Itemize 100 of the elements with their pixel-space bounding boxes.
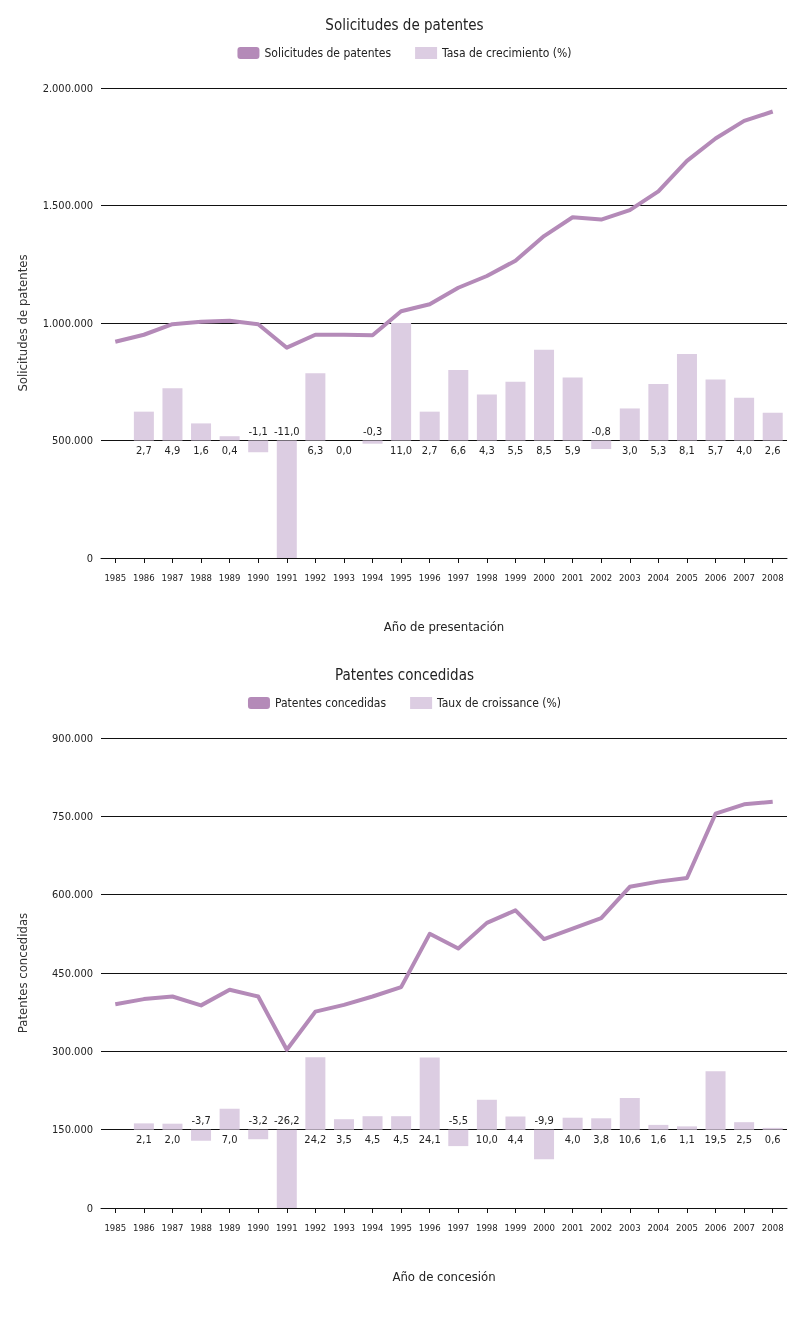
x-tick-label: 1992: [304, 571, 327, 583]
data-label: -3,7: [191, 1113, 211, 1127]
data-label: -0,3: [362, 424, 383, 438]
y-tick-label: 150.000: [52, 1123, 93, 1137]
bar: [133, 1123, 154, 1130]
bar: [648, 1124, 669, 1130]
data-label: 5,9: [564, 443, 581, 457]
y-tick-label: 450.000: [52, 966, 93, 980]
bar: [362, 1116, 383, 1130]
legend-label: Patentes concedidas: [274, 696, 387, 710]
x-tick-label: 1995: [390, 571, 412, 583]
line-series: [113, 109, 775, 350]
x-tick-label: 1987: [161, 1221, 184, 1233]
bar: [219, 1108, 240, 1130]
x-tick-label: 1994: [361, 571, 384, 583]
bar: [534, 1129, 555, 1160]
data-label: 1,6: [650, 1132, 667, 1146]
data-label: 4,9: [164, 443, 181, 457]
x-tick-label: 2001: [561, 571, 584, 583]
bar: [676, 353, 697, 441]
x-tick-label: 2007: [733, 571, 755, 583]
x-tick-label: 1999: [504, 1221, 527, 1233]
bar: [562, 1117, 583, 1130]
bar: [391, 323, 412, 441]
x-tick-label: 2004: [647, 571, 670, 583]
bar: [305, 1057, 326, 1130]
bar: [248, 440, 269, 453]
bar: [133, 411, 154, 441]
y-tick-label: 500.000: [52, 434, 93, 447]
x-tick-label: 1998: [476, 1221, 498, 1233]
bar: [676, 1126, 697, 1130]
bar: [619, 408, 640, 441]
data-label: 4,3: [479, 443, 495, 457]
data-label: 5,7: [707, 443, 724, 457]
x-tick-label: 2005: [676, 1221, 698, 1233]
legend-label: Tasa de crecimiento (%): [441, 46, 572, 60]
bar: [505, 1116, 526, 1130]
x-tick-label: 1989: [218, 571, 241, 583]
x-tick-label: 2005: [676, 571, 698, 583]
bar: [648, 383, 669, 441]
x-tick-label: 1995: [390, 1221, 412, 1233]
data-label: 5,3: [650, 443, 667, 457]
bar: [762, 412, 783, 441]
y-tick-label: 0: [86, 1201, 93, 1215]
y-tick-label: 0: [86, 551, 93, 565]
data-label: 4,0: [736, 443, 752, 457]
legend-label: Solicitudes de patentes: [264, 46, 392, 60]
data-label: 1,6: [193, 443, 209, 457]
data-label: 8,5: [536, 443, 552, 457]
data-label: 7,0: [221, 1132, 238, 1146]
data-label: -0,8: [591, 424, 611, 438]
bar: [448, 1129, 469, 1147]
y-tick-label: 1.000.000: [42, 316, 93, 330]
data-label: 11,0: [390, 443, 413, 457]
data-label: 10,6: [618, 1132, 641, 1146]
x-tick-label: 1986: [133, 1221, 155, 1233]
x-tick-label: 1998: [476, 571, 498, 583]
x-tick-label: 2000: [533, 571, 555, 583]
x-tick-label: 2006: [704, 1221, 727, 1233]
x-tick-label: 2008: [761, 571, 784, 583]
data-label: 2,0: [164, 1132, 181, 1146]
x-tick-label: 2007: [733, 1221, 755, 1233]
bar: [191, 423, 212, 441]
x-tick-label: 1993: [333, 571, 355, 583]
x-axis-title: Año de presentación: [383, 619, 505, 634]
bar: [476, 1099, 497, 1130]
data-label: -5,5: [448, 1113, 468, 1127]
x-tick-label: 1996: [418, 1221, 441, 1233]
data-label: 2,7: [421, 443, 438, 457]
data-label: 4,5: [364, 1132, 381, 1146]
chart-title: Solicitudes de patentes: [325, 15, 484, 34]
bar: [333, 1119, 354, 1130]
x-axis-title: Año de concesión: [392, 1269, 496, 1284]
data-label: 2,1: [136, 1132, 152, 1146]
bar: [619, 1097, 640, 1130]
data-label: 5,5: [507, 443, 524, 457]
data-label: 8,1: [679, 443, 695, 457]
data-label: -11,0: [273, 424, 300, 438]
x-tick-label: 2002: [590, 1221, 613, 1233]
x-tick-label: 1999: [504, 571, 527, 583]
data-label: 0,6: [764, 1132, 781, 1146]
data-label: 19,5: [704, 1132, 727, 1146]
x-tick-label: 1989: [218, 1221, 241, 1233]
y-tick-label: 900.000: [52, 731, 93, 745]
data-label: 3,8: [593, 1132, 610, 1146]
x-tick-label: 1988: [190, 1221, 212, 1233]
bar: [591, 440, 612, 450]
x-tick-label: 1986: [133, 571, 155, 583]
data-label: -1,1: [248, 424, 268, 438]
data-label: 0,4: [221, 443, 238, 457]
x-tick-label: 1988: [190, 571, 212, 583]
x-tick-label: 1997: [447, 1221, 470, 1233]
data-label: 4,4: [507, 1132, 524, 1146]
chart-title: Patentes concedidas: [335, 665, 474, 684]
y-tick-label: 1.500.000: [42, 199, 93, 212]
data-label: 6,3: [307, 443, 324, 457]
data-label: 2,5: [736, 1132, 752, 1146]
data-label: 0,0: [336, 443, 352, 457]
bar: [505, 381, 526, 441]
y-tick-label: 600.000: [52, 888, 93, 902]
